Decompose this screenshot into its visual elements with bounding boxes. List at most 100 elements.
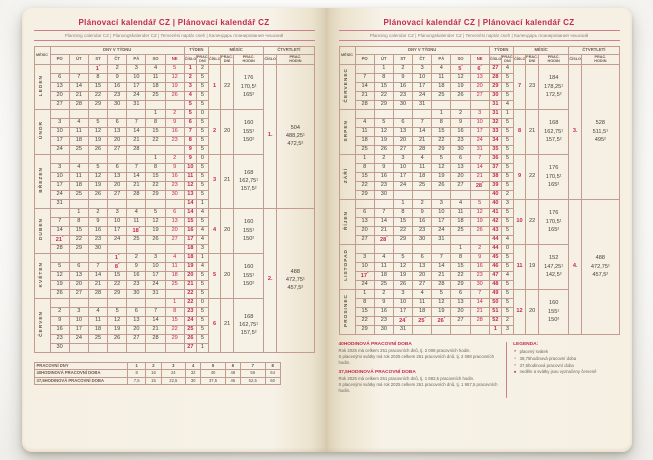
week-number-cell: 42 xyxy=(488,216,502,227)
week-number-cell: 35 xyxy=(488,144,502,155)
work-hours-value: 48 xyxy=(224,369,241,378)
work-hours-value: 37,5 xyxy=(200,376,226,386)
day-cell: 11 xyxy=(431,72,452,83)
week-number-cell: 15 xyxy=(183,216,197,227)
day-cell xyxy=(450,234,471,245)
day-cell: 26 xyxy=(145,234,166,245)
week-row: 13 14 15 16 17 18 19 42 5 xyxy=(339,216,619,227)
month-group-header: MĚSÍC xyxy=(512,45,570,55)
week-row: 31 14 1 xyxy=(34,198,314,209)
day-cell: 10 xyxy=(145,261,166,272)
work-hours-value: 8 xyxy=(264,361,281,371)
day-cell: 5 xyxy=(145,207,166,218)
day-cell: 29 xyxy=(450,279,471,290)
quarter-number-cell: 3. xyxy=(568,63,583,200)
day-cell: 4 xyxy=(68,117,89,128)
day-cell: 16 xyxy=(412,216,433,227)
day-cell: 2 xyxy=(107,63,128,74)
day-cell xyxy=(412,324,433,335)
day-cell: 9 xyxy=(392,72,414,83)
day-cell: 23 xyxy=(469,270,490,281)
week-number-cell: 44 xyxy=(488,234,502,245)
day-cell: 19 xyxy=(87,180,109,191)
day-cell xyxy=(87,198,109,209)
day-cell: 24 xyxy=(431,225,452,236)
sub-header: PRAC. DNÍ xyxy=(195,53,209,65)
week-number-cell: 30 xyxy=(488,90,502,101)
day-cell: 6 xyxy=(107,117,128,128)
day-cell: 17 xyxy=(412,81,433,92)
day-cell: 15 xyxy=(354,306,375,317)
day-cell: 3 xyxy=(392,153,414,164)
day-cell xyxy=(412,108,433,119)
day-cell xyxy=(164,144,185,155)
day-cell: 11 xyxy=(145,72,166,83)
week-number-cell: 10 xyxy=(183,162,197,173)
day-cell: 25 xyxy=(412,180,433,191)
day-cell: 11 xyxy=(354,126,375,137)
day-name-header: PÁ xyxy=(126,53,147,65)
week-workdays-cell: 4 xyxy=(500,99,514,110)
week-workdays-cell: 5 xyxy=(500,261,514,272)
day-cell: 25 xyxy=(68,144,89,155)
day-cell: 25 xyxy=(431,90,452,101)
day-cell: 28 xyxy=(126,189,147,200)
work-hours-value: 45 xyxy=(224,376,241,386)
day-cell: 17 xyxy=(392,306,414,317)
day-cell: 27 xyxy=(126,333,147,344)
day-cell: 27 xyxy=(49,99,70,110)
day-cell xyxy=(107,243,128,254)
work-hours-value: 4 xyxy=(185,361,202,371)
work-hours-row: PRACOVNÍ DNY 1 2 3 4 5 6 7 8 xyxy=(33,361,281,371)
day-cell: 14 xyxy=(68,81,89,92)
week-workdays-cell: 4 xyxy=(500,63,514,74)
day-cell: 23 xyxy=(373,315,394,326)
day-cell: 14 xyxy=(126,171,147,182)
week-group-header: TÝDEN xyxy=(183,45,209,55)
day-cell xyxy=(354,63,375,74)
day-cell: 10 xyxy=(68,315,89,326)
day-cell: 28 xyxy=(49,243,70,254)
day-cell: 17 xyxy=(145,270,166,281)
day-cell: 4 xyxy=(412,153,433,164)
week-workdays-cell: 1 xyxy=(195,198,209,209)
day-cell: 8 xyxy=(354,297,375,308)
work-time-heading: 37,5HODINOVÁ PRACOVNÍ DOBA xyxy=(338,369,416,375)
month-hours-cell: 160 155¹ 150² xyxy=(233,207,265,254)
week-number-cell: 20 xyxy=(183,270,197,281)
day-cell: 30 xyxy=(126,288,147,299)
day-cell: 26 xyxy=(373,144,394,155)
day-cell xyxy=(68,342,89,353)
week-workdays-cell: 5 xyxy=(195,306,209,317)
day-cell xyxy=(68,63,89,74)
day-cell: 30 xyxy=(412,234,433,245)
week-row: PROSINEC 1 2 3 4 5 6 7 49 5 12 20 160 155¹ 150² xyxy=(338,288,619,335)
week-row: 3 4 5 6 7 8 9 10 5 xyxy=(34,162,314,173)
planner-book: Plánovací kalendář CZ | Plánovací kalend… xyxy=(21,8,632,452)
week-number-cell: 7 xyxy=(183,126,197,137)
day-cell: 10 xyxy=(392,297,414,308)
day-cell xyxy=(126,342,147,353)
day-cell: 4 xyxy=(412,288,433,299)
day-cell xyxy=(126,153,147,164)
week-workdays-cell: 0 xyxy=(195,297,209,308)
month-number-cell: 4 xyxy=(207,207,222,254)
day-cell: 20 xyxy=(450,171,471,182)
week-row: ŘÍJEN 1 2 3 4 5 40 3 10 22 176 170,5¹ 165² 4. 488 472,7… xyxy=(338,198,620,335)
day-cell: 4 xyxy=(87,306,109,317)
calendar-table-left: MĚSÍC DNY V TÝDNU TÝDEN MĚSÍC ČTVRTLETÍ PO ÚT S… xyxy=(33,45,315,353)
day-cell: 3 xyxy=(49,162,70,173)
week-number-cell: 24 xyxy=(183,315,197,326)
legend-text: neděle a svátky jsou vyznačeny červeně xyxy=(519,369,597,375)
day-cell: 13 xyxy=(107,171,128,182)
month-name-label: ZÁŘÍ xyxy=(343,167,349,183)
day-cell xyxy=(392,243,414,254)
day-cell: 2 xyxy=(87,207,109,218)
day-cell: 13 xyxy=(107,126,128,137)
day-cell: 14 xyxy=(412,126,433,137)
month-workdays-cell: 20 xyxy=(220,252,235,299)
day-cell xyxy=(49,153,70,164)
month-column-header: MĚSÍC xyxy=(338,45,356,65)
day-cell: 10 xyxy=(107,216,128,227)
day-cell xyxy=(450,99,471,110)
